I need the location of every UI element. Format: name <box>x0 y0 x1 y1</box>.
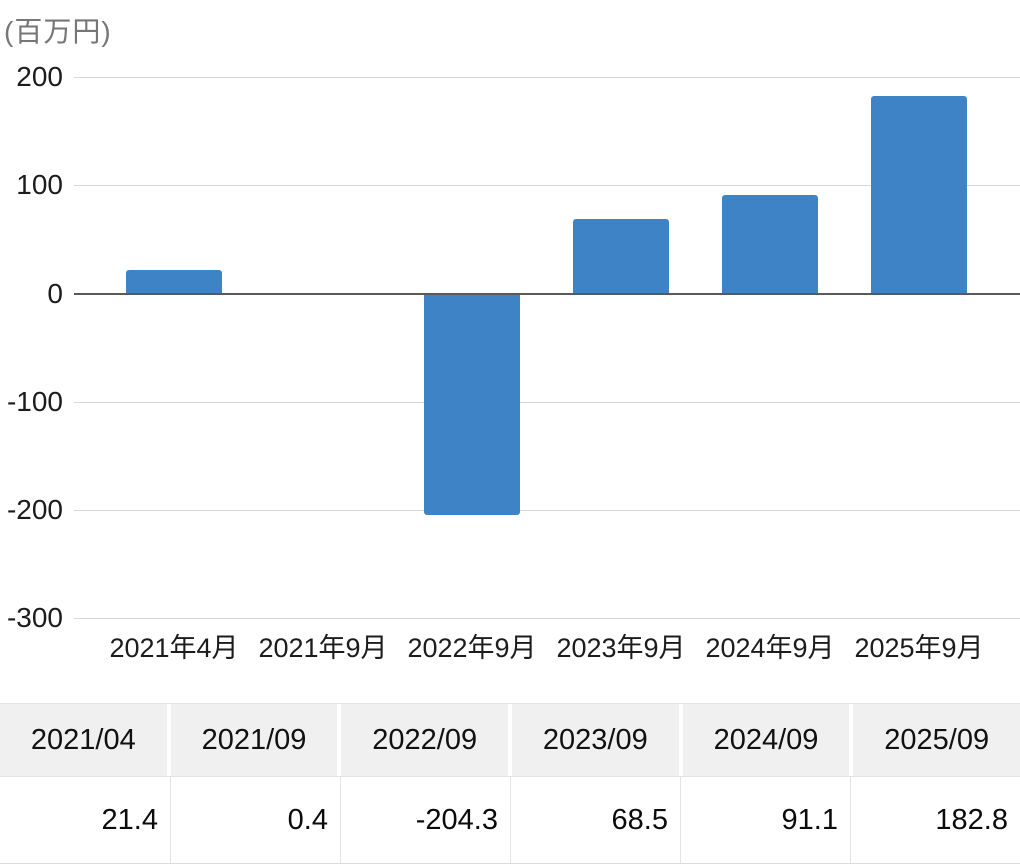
gridline <box>74 401 1020 403</box>
x-tick-label: 2025年9月 <box>854 633 984 663</box>
y-tick-label: 0 <box>47 277 63 309</box>
x-tick-label: 2021年9月 <box>258 633 388 663</box>
table-value-cell: 182.8 <box>850 777 1020 863</box>
gridline <box>74 76 1020 78</box>
table-value-cell: 0.4 <box>170 777 340 863</box>
table-header-cell: 2024/09 <box>682 704 850 776</box>
y-tick-label: -100 <box>6 385 63 417</box>
gridline <box>74 618 1020 620</box>
table-header-cell: 2021/09 <box>170 704 338 776</box>
table-value-cell: -204.3 <box>340 777 510 863</box>
table-header-row: 2021/04 2021/09 2022/09 2023/09 2024/09 2025/… <box>0 704 1020 777</box>
y-tick-label: 200 <box>16 60 63 92</box>
table-value-cell: 68.5 <box>510 777 680 863</box>
gridline <box>74 185 1020 187</box>
table-value-row: 21.4 0.4 -204.3 68.5 91.1 182.8 <box>0 777 1020 863</box>
y-tick-label: 100 <box>16 169 63 201</box>
table-header-cell: 2022/09 <box>341 704 508 776</box>
y-axis-unit-label: (百万円) <box>4 16 112 47</box>
table-value-cell: 91.1 <box>680 777 850 863</box>
bar-2022年9月 <box>424 293 520 515</box>
x-tick-label: 2022年9月 <box>407 633 537 663</box>
y-tick-label: -200 <box>6 494 63 526</box>
table-header-cell: 2021/04 <box>0 704 167 776</box>
x-tick-label: 2021年4月 <box>109 633 239 663</box>
bar-2023年9月 <box>573 219 669 294</box>
table-header-cell: 2025/09 <box>853 704 1020 776</box>
bar-2025年9月 <box>871 95 967 294</box>
gridline <box>74 510 1020 512</box>
data-table: 2021/04 2021/09 2022/09 2023/09 2024/09 2025/… <box>0 703 1020 864</box>
table-header-cell: 2023/09 <box>512 704 679 776</box>
zero-axis-line <box>74 292 1020 295</box>
x-tick-label: 2024年9月 <box>705 633 835 663</box>
y-tick-label: -300 <box>6 602 63 634</box>
x-tick-label: 2023年9月 <box>556 633 686 663</box>
table-value-cell: 21.4 <box>101 804 158 836</box>
bar-2024年9月 <box>722 194 818 294</box>
bar-2021年4月 <box>126 270 222 294</box>
